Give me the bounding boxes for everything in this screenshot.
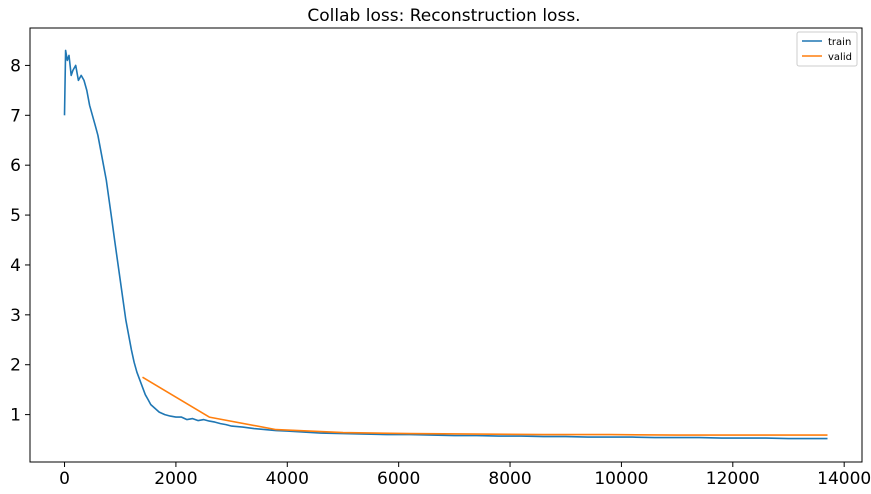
x-tick-label: 14000 — [817, 469, 871, 489]
x-axis: 0 2000 4000 6000 8000 10000 12000 14000 — [59, 462, 871, 489]
legend-label-valid: valid — [828, 52, 852, 63]
y-tick-label: 4 — [10, 256, 21, 276]
y-tick-label: 3 — [10, 306, 21, 326]
x-tick-label: 0 — [59, 469, 70, 489]
x-tick-label: 10000 — [594, 469, 648, 489]
series-line-train — [63, 49, 828, 440]
plot-area — [29, 27, 863, 463]
y-tick-label: 6 — [10, 156, 21, 176]
y-tick-label: 2 — [10, 356, 21, 376]
x-tick-label: 2000 — [154, 469, 197, 489]
y-axis: 1 2 3 4 5 6 7 8 — [10, 56, 30, 426]
y-tick-label: 1 — [10, 406, 21, 426]
x-tick-label: 8000 — [488, 469, 531, 489]
legend-label-train: train — [828, 37, 851, 48]
legend: train valid — [796, 31, 858, 67]
x-tick-label: 4000 — [266, 469, 309, 489]
x-tick-label: 6000 — [377, 469, 420, 489]
chart-title: Collab loss: Reconstruction loss. — [307, 6, 580, 26]
y-tick-label: 5 — [10, 206, 21, 226]
x-tick-label: 12000 — [706, 469, 760, 489]
y-tick-label: 8 — [10, 56, 21, 76]
y-tick-label: 7 — [10, 106, 21, 126]
series-line-valid — [142, 376, 828, 436]
series-layer — [63, 49, 828, 440]
